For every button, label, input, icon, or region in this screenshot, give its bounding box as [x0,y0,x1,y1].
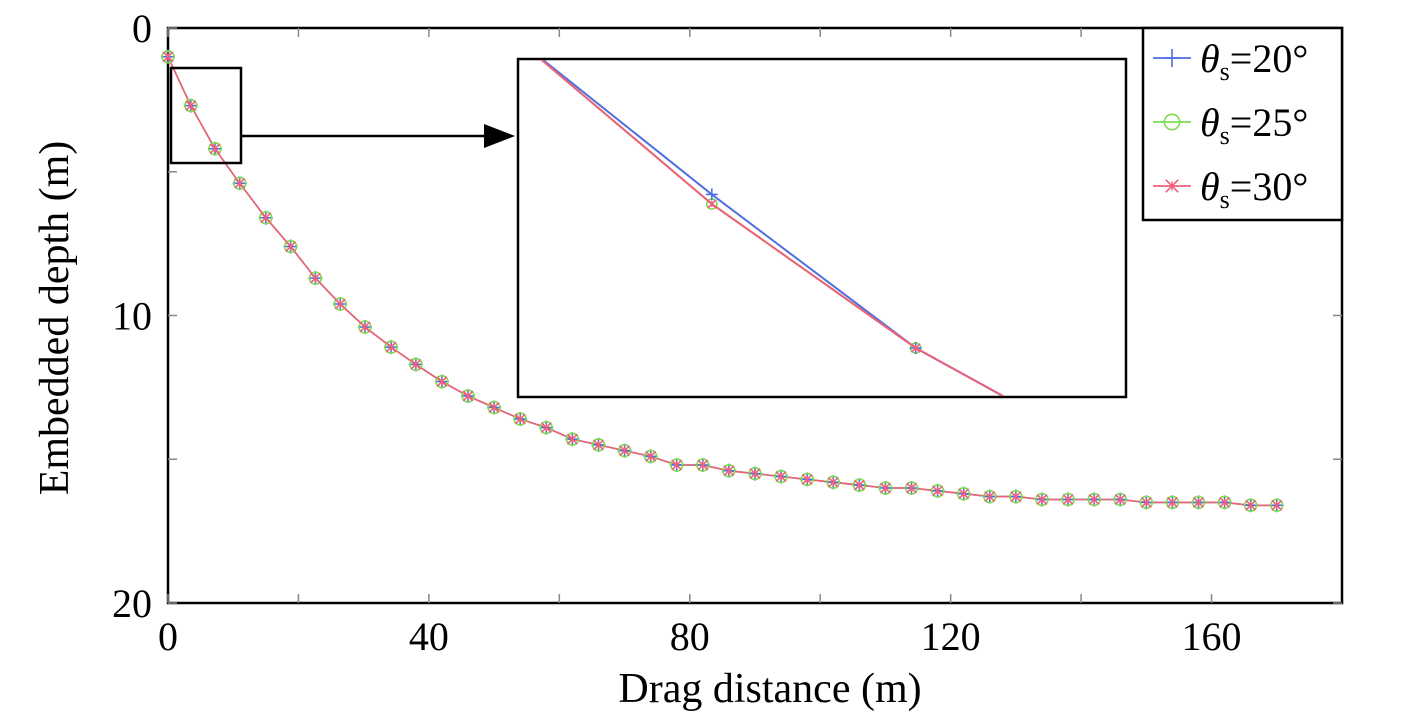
point-marker [409,357,423,372]
point-marker [384,340,398,354]
point-marker [696,458,710,472]
point-marker [800,472,814,487]
point-marker [565,432,580,446]
legend-entry-3: θs=30° [1153,164,1308,214]
point-marker [1087,492,1101,507]
point-marker [774,469,788,484]
point-marker [1191,495,1206,510]
point-marker [852,478,867,492]
inset-series-line [541,60,1005,396]
zoom-region-box [169,66,243,165]
point-marker [232,176,247,191]
point-marker [983,489,997,504]
series-group [161,49,1284,513]
point-marker [1139,495,1154,510]
point-marker [1217,495,1232,510]
point-marker [333,297,347,311]
x-tick-label: 120 [921,614,981,659]
x-tick-label: 80 [670,614,710,659]
legend: θs=20° θs=25° θs=30° [1153,36,1308,214]
point-marker [435,374,449,389]
point-marker [669,458,684,472]
point-marker [208,142,222,156]
point-marker [722,463,736,478]
point-marker [358,320,372,334]
series-markers-2 [161,49,1284,512]
point-marker [1061,492,1075,507]
inset-series-line [540,60,1005,396]
x-axis-title: Drag distance (m) [618,666,921,712]
point-marker [1113,492,1127,507]
point-marker [1035,492,1049,507]
legend-label: θs=20° [1200,36,1308,86]
x-tick-label: 160 [1182,614,1242,659]
point-marker [308,271,323,285]
point-marker [283,239,298,254]
y-tick-label: 20 [112,581,152,626]
legend-label: θs=30° [1200,164,1308,214]
legend-label: θs=25° [1200,100,1308,150]
legend-entry-2: θs=25° [1153,100,1308,150]
point-marker [591,438,606,452]
inset-series-3 [540,60,1005,396]
series-markers-3 [162,51,1283,511]
legend-entry-1: θs=20° [1153,36,1308,86]
point-marker [904,481,919,495]
x-tick-label: 40 [409,614,449,659]
point-marker [1270,498,1284,512]
point-marker [617,443,632,458]
point-marker [956,486,971,501]
point-marker [878,481,893,495]
legend-box [1141,26,1344,222]
point-marker [539,420,554,435]
y-tick-label: 0 [132,6,152,51]
zoom-arrow-head [484,124,515,148]
x-tick-label: 0 [158,614,178,659]
point-marker [826,475,841,489]
point-marker [184,98,198,113]
point-marker [930,484,945,498]
inset-frame [516,57,1128,399]
point-marker [1165,495,1180,510]
y-tick-label: 10 [112,294,152,339]
y-axis-title: Embedded depth (m) [32,141,78,496]
inset-series-group [540,60,1005,396]
point-marker [487,400,501,415]
axis-tick-labels: 0 40 80 120 160 0 10 20 [112,6,1242,659]
point-marker [513,412,527,426]
point-marker [643,449,658,464]
point-marker [259,211,273,225]
point-marker [1163,113,1181,131]
point-marker [1009,489,1023,504]
point-marker [748,466,762,481]
point-marker [161,49,175,64]
point-marker [461,389,475,403]
point-marker [1243,498,1258,512]
